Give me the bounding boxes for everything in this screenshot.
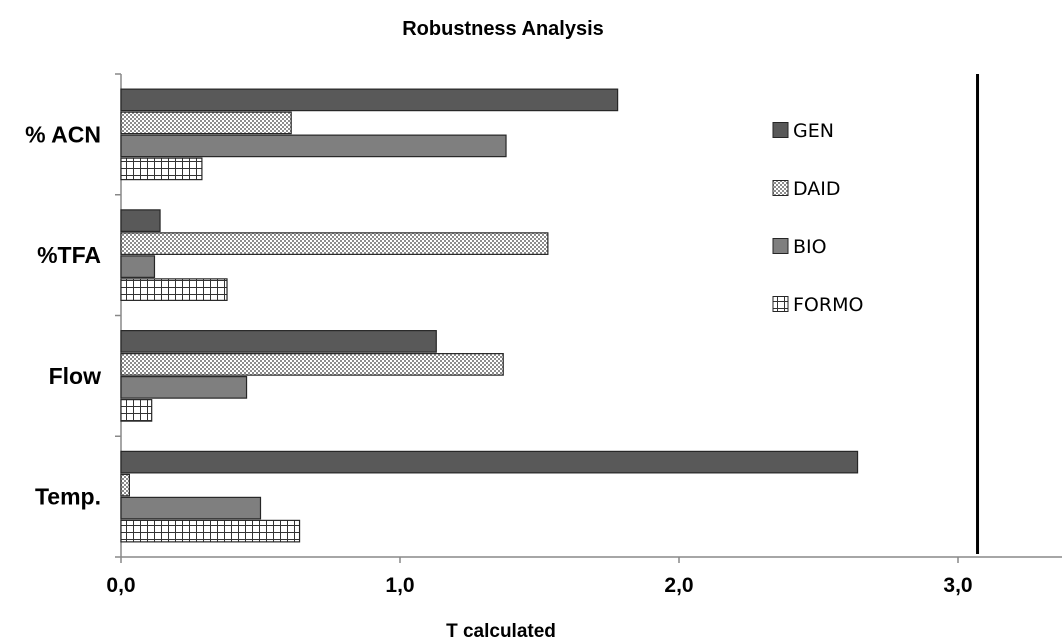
x-tick-label: 3,0 — [943, 574, 972, 597]
legend: GEN DAID BIO FORMO — [772, 120, 863, 316]
bar-daid-3 — [120, 353, 504, 376]
bar-formo-4 — [120, 519, 301, 543]
bar-group — [120, 88, 859, 543]
chart-title: Robustness Analysis — [402, 18, 604, 40]
bar-bio-3 — [120, 376, 248, 399]
bar-gen-4 — [120, 450, 859, 474]
x-axis-title: T calculated — [446, 621, 556, 642]
legend-label-daid: DAID — [793, 178, 841, 200]
bar-bio-4 — [120, 496, 262, 520]
bar-gen-1 — [120, 88, 619, 112]
bar-daid-2 — [120, 232, 549, 255]
bar-formo-2 — [120, 278, 228, 301]
bar-bio-1 — [120, 134, 507, 158]
legend-label-gen: GEN — [793, 120, 834, 142]
category-label: % ACN — [25, 121, 101, 147]
category-label: Temp. — [35, 484, 101, 510]
bar-formo-3 — [120, 399, 153, 422]
category-label: Flow — [49, 363, 101, 389]
category-ticks — [115, 73, 121, 558]
legend-swatch-formo — [772, 296, 789, 312]
bar-daid-4 — [120, 473, 130, 497]
category-labels: % ACN %TFA Flow Temp. — [25, 121, 101, 509]
x-tick-label: 1,0 — [385, 574, 414, 597]
bar-daid-1 — [120, 111, 292, 135]
bar-bio-2 — [120, 255, 156, 278]
bar-formo-1 — [120, 157, 203, 181]
bar-gen-2 — [120, 209, 161, 232]
x-tick-label: 2,0 — [664, 574, 693, 597]
legend-label-formo: FORMO — [793, 294, 863, 316]
x-tick-label: 0,0 — [106, 574, 135, 597]
x-ticks: 0,0 1,0 2,0 3,0 — [106, 557, 973, 597]
legend-swatch-daid — [772, 180, 789, 196]
category-label: %TFA — [37, 242, 101, 268]
legend-swatch-bio — [772, 238, 789, 254]
legend-label-bio: BIO — [793, 236, 827, 258]
legend-swatch-gen — [772, 122, 789, 138]
bar-gen-3 — [120, 330, 437, 353]
